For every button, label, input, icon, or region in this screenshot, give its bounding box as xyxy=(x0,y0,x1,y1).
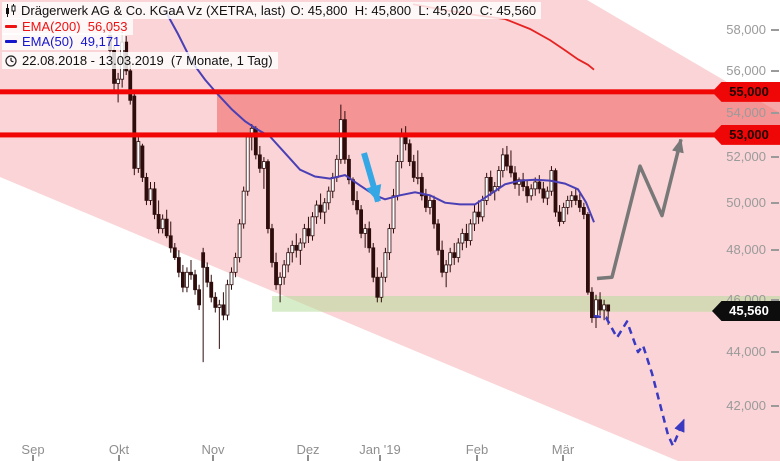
y-axis-label: 58,000 xyxy=(726,22,766,37)
x-axis-tick xyxy=(307,455,309,461)
y-axis-label: 48,000 xyxy=(726,242,766,258)
blue-down-arrow xyxy=(361,152,382,203)
y-axis-tick xyxy=(771,156,779,159)
x-axis-tick xyxy=(32,455,34,461)
legend-period-row: 22.08.2018 - 13.03.2019 (7 Monate, 1 Tag… xyxy=(2,52,278,69)
x-axis-label: Sep xyxy=(21,442,45,457)
last-price-tag: 45,560 xyxy=(712,300,780,321)
x-axis-tick xyxy=(476,455,478,461)
x-axis-tick xyxy=(562,455,564,461)
ema50-label: EMA(50) 49,171 xyxy=(22,34,121,49)
y-axis-tick xyxy=(771,112,779,115)
y-axis-tick xyxy=(771,201,779,204)
ema200-label: EMA(200) 56,053 xyxy=(22,19,128,34)
ema200-swatch-icon xyxy=(5,25,17,28)
y-axis-label: 56,000 xyxy=(726,62,766,78)
dashed-projection-arrow xyxy=(593,314,686,448)
gray-projection-arrow xyxy=(596,138,684,281)
candlestick-series xyxy=(108,23,611,363)
x-axis-tick xyxy=(212,455,214,461)
x-axis-label: Mär xyxy=(551,442,575,457)
ema50-swatch-icon xyxy=(5,40,17,43)
x-axis-label: Dez xyxy=(296,442,320,457)
y-axis-label: 42,000 xyxy=(726,397,766,413)
x-axis-label: Okt xyxy=(108,442,130,457)
legend-ema200-row: EMA(200) 56,053 xyxy=(2,18,133,35)
resistance-price-tag: 55,000 xyxy=(712,81,780,102)
resistance-price-tag: 53,000 xyxy=(712,124,780,145)
x-axis-label: Jan '19 xyxy=(359,442,401,457)
date-range: 22.08.2018 - 13.03.2019 (7 Monate, 1 Tag… xyxy=(22,53,273,68)
x-axis-tick xyxy=(118,455,120,461)
legend-ema50-row: EMA(50) 49,171 xyxy=(2,33,126,50)
y-axis-label: 50,000 xyxy=(726,194,766,210)
clock-icon xyxy=(5,54,17,67)
x-axis-label: Nov xyxy=(201,442,225,457)
legend-title-row: Drägerwerk AG & Co. KGaA Vz (XETRA, last… xyxy=(2,2,542,19)
y-axis-label: 54,000 xyxy=(726,105,766,121)
y-axis-label: 44,000 xyxy=(726,343,766,359)
resistance-zone xyxy=(217,91,780,135)
ohlc-values: O: 45,800 H: 45,800 L: 45,020 C: 45,560 xyxy=(290,3,537,18)
y-axis-tick xyxy=(771,249,779,252)
x-axis-tick xyxy=(379,455,381,461)
x-axis-label: Feb xyxy=(465,442,489,457)
y-axis-tick xyxy=(771,29,779,31)
y-axis-tick xyxy=(771,298,779,301)
support-zone xyxy=(272,296,780,312)
y-axis-tick xyxy=(771,404,779,407)
y-axis-tick xyxy=(771,350,779,353)
resistance-line xyxy=(0,89,780,95)
instrument-title: Drägerwerk AG & Co. KGaA Vz (XETRA, last… xyxy=(21,3,286,18)
y-axis-tick xyxy=(771,69,779,72)
candlestick-icon xyxy=(6,4,16,17)
resistance-line xyxy=(0,132,780,138)
y-axis-label: 52,000 xyxy=(726,149,766,165)
